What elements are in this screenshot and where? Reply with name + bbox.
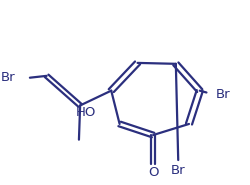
Text: Br: Br	[171, 164, 186, 177]
Text: Br: Br	[1, 71, 15, 84]
Text: O: O	[148, 166, 158, 179]
Text: Br: Br	[216, 88, 231, 101]
Text: HO: HO	[76, 106, 96, 119]
